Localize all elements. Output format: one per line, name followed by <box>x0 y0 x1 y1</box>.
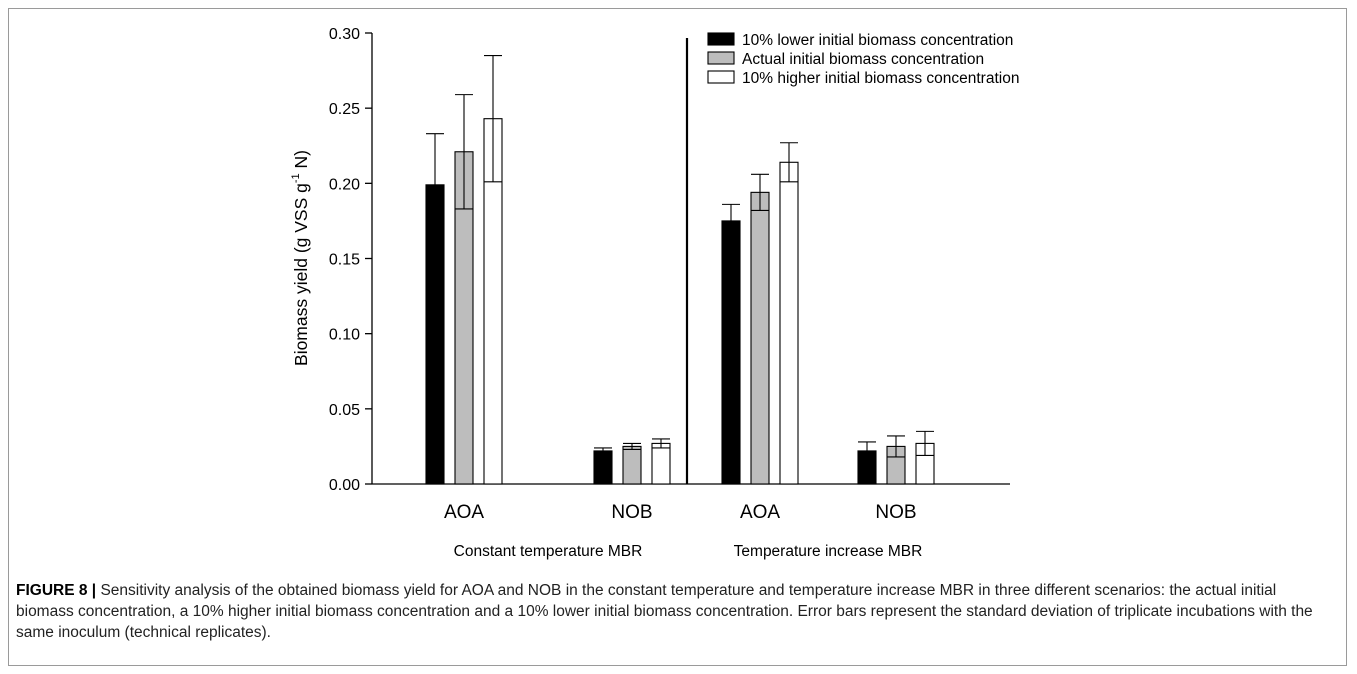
bar <box>721 220 741 485</box>
caption-text: Sensitivity analysis of the obtained bio… <box>16 582 1313 641</box>
y-tick-label: 0.20 <box>329 176 360 193</box>
category-label: AOA <box>444 502 484 523</box>
y-axis-title-main: Biomass yield (g VSS g <box>291 183 311 366</box>
bar <box>593 450 613 485</box>
legend-label: 10% higher initial biomass concentration <box>742 70 1019 87</box>
figure-frame <box>8 8 1347 666</box>
bar-chart: 0.00 0.05 0.10 0.15 0.20 0.25 0.30 AOA NOB Const… <box>290 26 1019 560</box>
bar <box>750 191 770 485</box>
caption-label: FIGURE 8 | <box>16 582 97 599</box>
legend-label: Actual initial biomass concentration <box>742 51 984 68</box>
category-label: NOB <box>611 502 652 523</box>
bars-layer <box>425 54 935 485</box>
group-label: Temperature increase MBR <box>734 543 923 560</box>
y-axis: 0.00 0.05 0.10 0.15 0.20 0.25 0.30 <box>329 26 1010 494</box>
y-tick-label: 0.05 <box>329 402 360 419</box>
category-label: AOA <box>740 502 780 523</box>
legend-swatch <box>707 70 735 84</box>
y-axis-title-superscript: -1 <box>290 173 302 183</box>
legend-swatch <box>707 32 735 46</box>
bar <box>622 445 642 485</box>
y-tick-label: 0.25 <box>329 101 360 118</box>
y-tick-label: 0.15 <box>329 252 360 269</box>
y-tick-label: 0.30 <box>329 26 360 43</box>
group-label: Constant temperature MBR <box>454 543 643 560</box>
legend-swatch <box>707 51 735 65</box>
legend-label: 10% lower initial biomass concentration <box>742 32 1013 49</box>
x-axis-labels: AOA NOB Constant temperature MBR AOA NOB Temp… <box>444 502 922 560</box>
y-axis-title-end: N) <box>291 150 311 173</box>
category-label: NOB <box>875 502 916 523</box>
bar <box>779 161 799 485</box>
bar <box>651 442 671 485</box>
y-tick-label: 0.00 <box>329 477 360 494</box>
y-tick-label: 0.10 <box>329 327 360 344</box>
legend: 10% lower initial biomass concentration A… <box>707 32 1019 87</box>
y-axis-title: Biomass yield (g VSS g-1 N) <box>290 150 311 366</box>
figure-caption: FIGURE 8 | Sensitivity analysis of the o… <box>16 580 1336 643</box>
